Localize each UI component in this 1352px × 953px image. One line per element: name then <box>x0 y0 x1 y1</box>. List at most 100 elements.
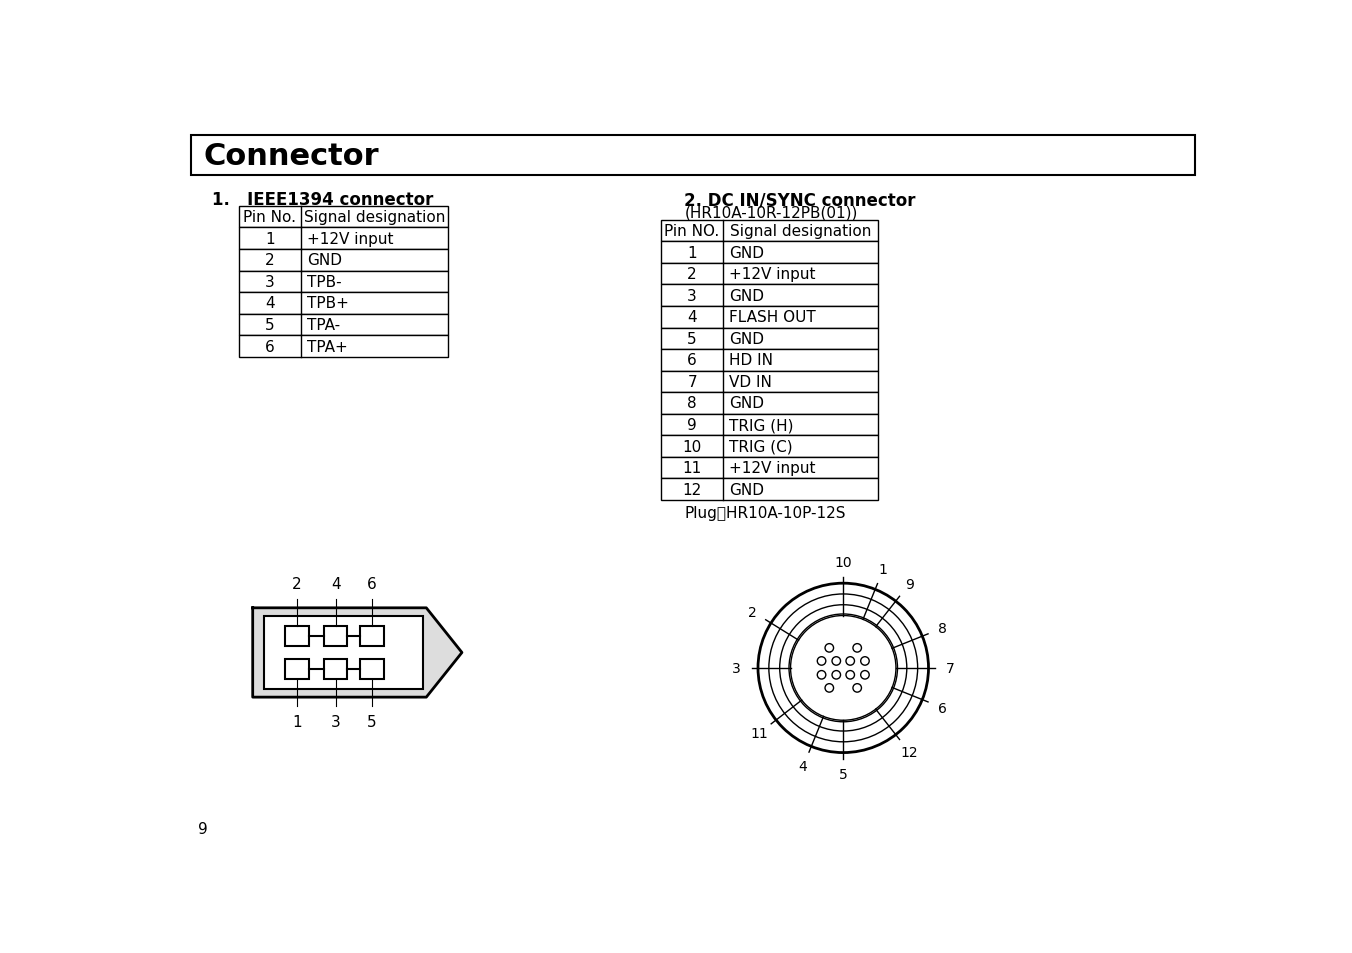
Text: 10: 10 <box>683 439 702 455</box>
Circle shape <box>861 657 869 665</box>
Circle shape <box>861 671 869 679</box>
Text: HD IN: HD IN <box>729 353 773 368</box>
Bar <box>661 479 879 500</box>
Text: 4: 4 <box>799 760 807 774</box>
Text: 5: 5 <box>265 317 274 333</box>
Text: 2: 2 <box>687 267 696 282</box>
Circle shape <box>846 671 854 679</box>
Text: Signal designation: Signal designation <box>304 210 445 225</box>
Text: 6: 6 <box>368 577 377 591</box>
Circle shape <box>846 657 854 665</box>
Text: 1: 1 <box>265 232 274 247</box>
Text: GND: GND <box>307 253 342 268</box>
Text: 1.   IEEE1394 connector: 1. IEEE1394 connector <box>212 192 433 210</box>
Text: VD IN: VD IN <box>729 375 772 390</box>
Bar <box>661 285 879 307</box>
Circle shape <box>791 616 896 720</box>
Bar <box>285 626 308 646</box>
Bar <box>661 307 879 328</box>
Text: 7: 7 <box>946 661 955 675</box>
Text: +12V input: +12V input <box>729 267 815 282</box>
Bar <box>361 626 384 646</box>
Text: TPB-: TPB- <box>307 274 342 290</box>
Text: Pin NO.: Pin NO. <box>664 224 719 239</box>
Bar <box>324 626 347 646</box>
Text: 5: 5 <box>838 767 848 781</box>
Text: 2: 2 <box>748 605 757 618</box>
Circle shape <box>853 684 861 693</box>
Bar <box>661 242 879 264</box>
Bar <box>361 659 384 679</box>
Text: 5: 5 <box>687 332 696 347</box>
Text: 5: 5 <box>368 715 377 729</box>
Text: 9: 9 <box>904 578 914 592</box>
Text: 2. DC IN/SYNC connector: 2. DC IN/SYNC connector <box>684 192 915 210</box>
Bar <box>239 272 448 293</box>
Bar <box>239 335 448 357</box>
Text: 10: 10 <box>834 555 852 569</box>
Text: 1: 1 <box>292 715 301 729</box>
Bar <box>239 314 448 335</box>
Text: 12: 12 <box>900 745 918 759</box>
Bar <box>239 207 448 228</box>
Text: 3: 3 <box>265 274 274 290</box>
Circle shape <box>831 657 841 665</box>
Circle shape <box>853 644 861 653</box>
Circle shape <box>818 657 826 665</box>
Bar <box>661 436 879 457</box>
Text: GND: GND <box>729 482 764 497</box>
Text: 11: 11 <box>683 460 702 476</box>
Text: 4: 4 <box>687 310 696 325</box>
Bar <box>661 328 879 350</box>
Bar <box>661 415 879 436</box>
Text: 3: 3 <box>331 715 341 729</box>
Text: 6: 6 <box>265 339 274 355</box>
Text: TPA+: TPA+ <box>307 339 347 355</box>
Bar <box>661 350 879 372</box>
Text: 6: 6 <box>938 701 946 715</box>
Bar <box>324 659 347 679</box>
Bar <box>661 457 879 479</box>
Circle shape <box>825 684 834 693</box>
Circle shape <box>818 671 826 679</box>
Text: 4: 4 <box>265 296 274 311</box>
Bar <box>661 393 879 415</box>
Circle shape <box>825 644 834 653</box>
Text: 1: 1 <box>879 563 888 577</box>
Text: 6: 6 <box>687 353 698 368</box>
Text: +12V input: +12V input <box>307 232 393 247</box>
Text: 3: 3 <box>731 661 741 675</box>
Text: 12: 12 <box>683 482 702 497</box>
Bar <box>239 228 448 250</box>
Text: FLASH OUT: FLASH OUT <box>729 310 817 325</box>
Text: (HR10A-10R-12PB(01)): (HR10A-10R-12PB(01)) <box>684 205 857 220</box>
Text: 2: 2 <box>292 577 301 591</box>
Text: GND: GND <box>729 332 764 347</box>
Bar <box>264 616 423 690</box>
Text: GND: GND <box>729 396 764 411</box>
Text: TPA-: TPA- <box>307 317 341 333</box>
Text: +12V input: +12V input <box>729 460 815 476</box>
Text: Plug：HR10A-10P-12S: Plug：HR10A-10P-12S <box>684 505 846 520</box>
Bar <box>285 659 308 679</box>
Text: TRIG (H): TRIG (H) <box>729 417 794 433</box>
Bar <box>239 293 448 314</box>
Text: 8: 8 <box>687 396 696 411</box>
Bar <box>239 250 448 272</box>
Text: 11: 11 <box>750 726 768 740</box>
Bar <box>661 264 879 285</box>
Text: GND: GND <box>729 289 764 303</box>
Text: Signal designation: Signal designation <box>730 224 871 239</box>
Bar <box>661 372 879 393</box>
Text: 9: 9 <box>199 821 208 836</box>
Text: Connector: Connector <box>203 141 379 171</box>
Text: GND: GND <box>729 245 764 260</box>
Text: 8: 8 <box>938 621 946 636</box>
Text: 4: 4 <box>331 577 341 591</box>
Bar <box>191 136 1195 176</box>
Text: TPB+: TPB+ <box>307 296 349 311</box>
Text: 7: 7 <box>687 375 696 390</box>
Polygon shape <box>253 608 462 698</box>
Text: 9: 9 <box>687 417 698 433</box>
Text: 3: 3 <box>687 289 698 303</box>
